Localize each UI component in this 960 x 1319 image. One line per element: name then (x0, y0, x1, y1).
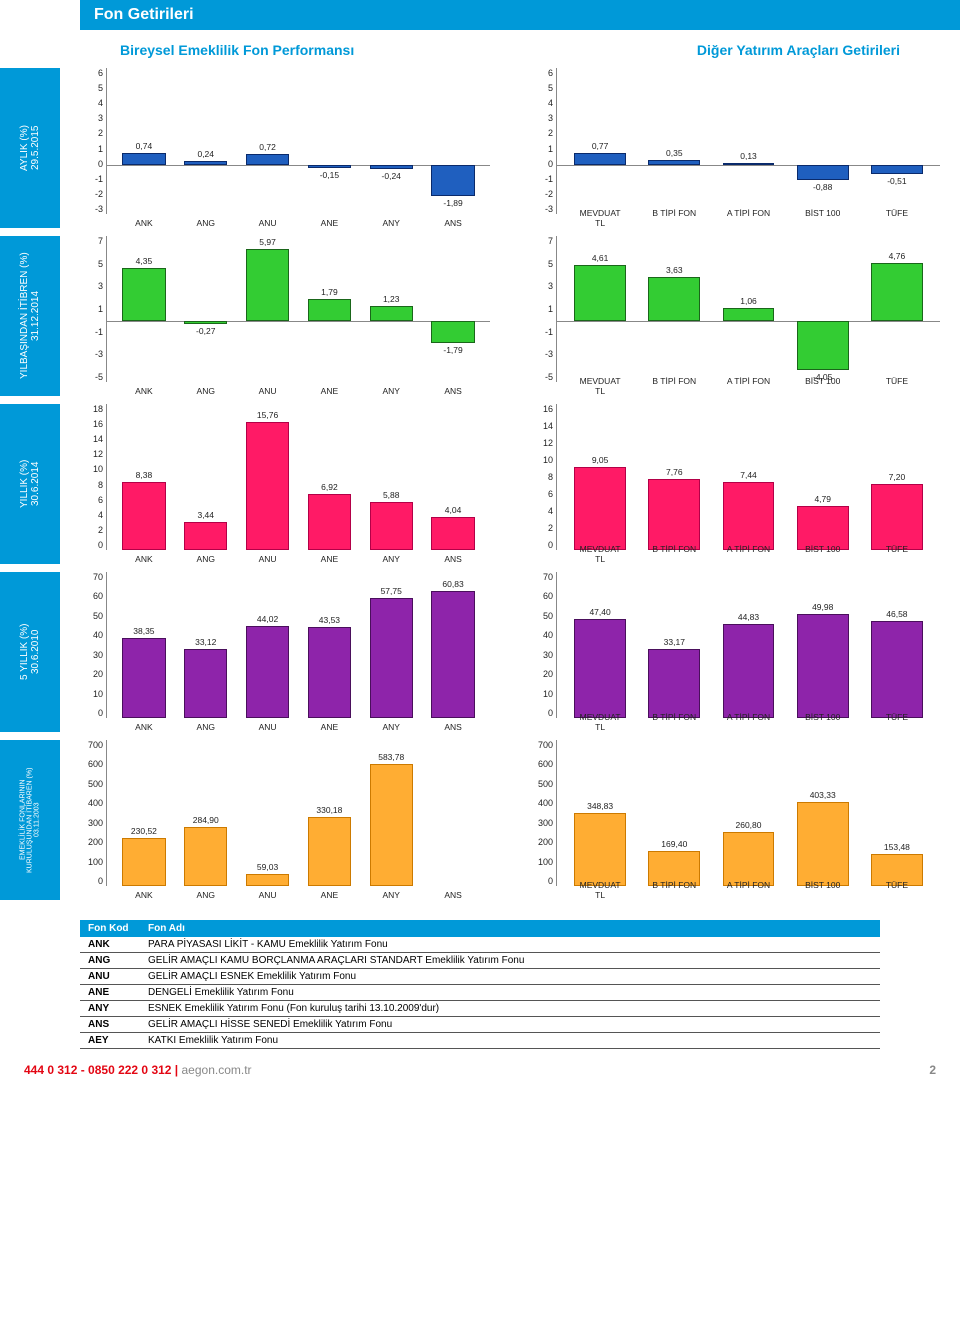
legend-table: Fon Kod Fon Adı ANKPARA PİYASASI LİKİT -… (80, 920, 880, 1049)
table-row: ANUGELİR AMAÇLI ESNEK Emeklilik Yatırım … (80, 969, 880, 985)
table-row: ANGGELİR AMAÇLI KAMU BORÇLANMA ARAÇLARI … (80, 953, 880, 969)
table-row: ANKPARA PİYASASI LİKİT - KAMU Emeklilik … (80, 937, 880, 953)
table-row: ANEDENGELİ Emeklilik Yatırım Fonu (80, 985, 880, 1001)
row-label: YILBAŞINDAN İTİBREN (%)31.12.2014 (0, 236, 60, 396)
sub-right: Diğer Yatırım Araçları Getirileri (697, 42, 900, 58)
bar-chart: 6543210-1-2-30,740,240,72-0,15-0,24-1,89… (80, 68, 490, 228)
bar-chart: 7006005004003002001000230,52284,9059,033… (80, 740, 490, 900)
sub-left: Bireysel Emeklilik Fon Performansı (120, 42, 354, 58)
row-label: EMEKLİLİK FONLARININKURULUŞUNDAN İTİBARE… (0, 740, 60, 900)
table-row: ANSGELİR AMAÇLI HİSSE SENEDİ Emeklilik Y… (80, 1017, 880, 1033)
bar-chart: 7531-1-3-54,35-0,275,971,791,23-1,79ANKA… (80, 236, 490, 396)
bar-chart: 16141210864209,057,767,444,797,20MEVDUAT… (530, 404, 940, 564)
page-number: 2 (929, 1063, 936, 1077)
row-label: YILLIK (%)30.6.2014 (0, 404, 60, 564)
row-label: 5 YILLIK (%)30.6.2010 (0, 572, 60, 732)
bar-chart: 70605040302010047,4033,1744,8349,9846,58… (530, 572, 940, 732)
legend-th-code: Fon Kod (80, 920, 140, 937)
charts-grid: AYLIK (%)29.5.2015 6543210-1-2-30,740,240… (0, 68, 960, 900)
bar-chart: 70605040302010038,3533,1244,0243,5357,75… (80, 572, 490, 732)
legend-th-name: Fon Adı (140, 920, 880, 937)
table-row: AEYKATKI Emeklilik Yatırım Fonu (80, 1033, 880, 1049)
bar-chart: 7531-1-3-54,613,631,06-4,054,76MEVDUATTL… (530, 236, 940, 396)
section-titles: Bireysel Emeklilik Fon Performansı Diğer… (0, 30, 960, 68)
page-title: Fon Getirileri (80, 0, 960, 30)
bar-chart: 1816141210864208,383,4415,766,925,884,04… (80, 404, 490, 564)
row-label: AYLIK (%)29.5.2015 (0, 68, 60, 228)
footer-contact: 444 0 312 - 0850 222 0 312 | aegon.com.t… (24, 1063, 252, 1077)
footer: 444 0 312 - 0850 222 0 312 | aegon.com.t… (0, 1049, 960, 1087)
bar-chart: 6543210-1-2-30,770,350,13-0,88-0,51MEVDU… (530, 68, 940, 228)
table-row: ANYESNEK Emeklilik Yatırım Fonu (Fon kur… (80, 1001, 880, 1017)
bar-chart: 7006005004003002001000348,83169,40260,80… (530, 740, 940, 900)
